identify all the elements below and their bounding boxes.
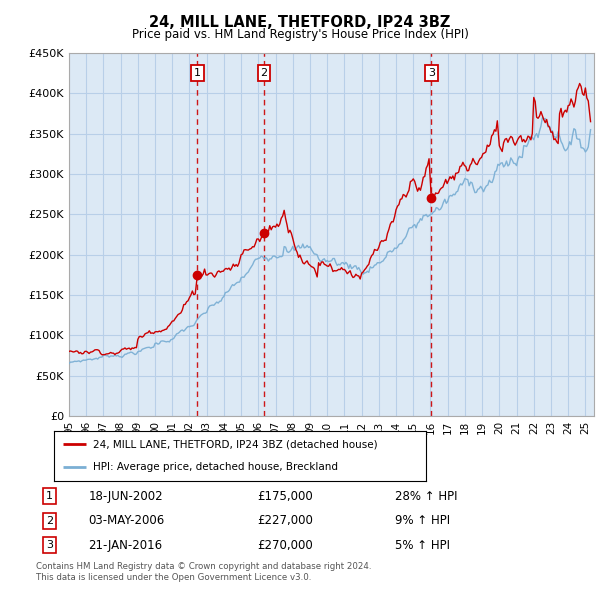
Text: 2: 2 <box>260 68 268 78</box>
Text: 9% ↑ HPI: 9% ↑ HPI <box>395 514 450 527</box>
Text: 1: 1 <box>46 491 53 502</box>
Text: 1: 1 <box>194 68 201 78</box>
Text: 24, MILL LANE, THETFORD, IP24 3BZ: 24, MILL LANE, THETFORD, IP24 3BZ <box>149 15 451 30</box>
Text: 2: 2 <box>46 516 53 526</box>
Text: 18-JUN-2002: 18-JUN-2002 <box>88 490 163 503</box>
Text: 3: 3 <box>46 540 53 550</box>
Text: Price paid vs. HM Land Registry's House Price Index (HPI): Price paid vs. HM Land Registry's House … <box>131 28 469 41</box>
Text: HPI: Average price, detached house, Breckland: HPI: Average price, detached house, Brec… <box>93 463 338 473</box>
Text: Contains HM Land Registry data © Crown copyright and database right 2024.: Contains HM Land Registry data © Crown c… <box>36 562 371 571</box>
Text: 5% ↑ HPI: 5% ↑ HPI <box>395 539 450 552</box>
Text: 28% ↑ HPI: 28% ↑ HPI <box>395 490 457 503</box>
Text: 24, MILL LANE, THETFORD, IP24 3BZ (detached house): 24, MILL LANE, THETFORD, IP24 3BZ (detac… <box>93 439 377 449</box>
Text: 21-JAN-2016: 21-JAN-2016 <box>88 539 163 552</box>
Text: 03-MAY-2006: 03-MAY-2006 <box>88 514 164 527</box>
Text: This data is licensed under the Open Government Licence v3.0.: This data is licensed under the Open Gov… <box>36 573 311 582</box>
Text: £270,000: £270,000 <box>257 539 313 552</box>
Text: £227,000: £227,000 <box>257 514 313 527</box>
Text: £175,000: £175,000 <box>257 490 313 503</box>
Text: 3: 3 <box>428 68 435 78</box>
